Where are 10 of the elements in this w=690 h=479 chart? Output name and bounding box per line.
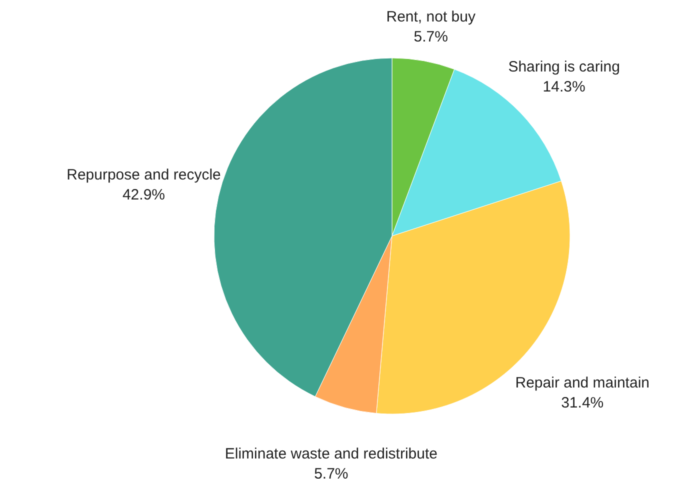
data-label: 14.3% <box>542 78 586 96</box>
slice-label: Rent, not buy <box>386 8 476 26</box>
data-label: 5.7% <box>414 28 448 46</box>
data-label: 31.4% <box>561 394 604 412</box>
slice-label: Repair and maintain <box>515 374 650 392</box>
slice-label: Sharing is caring <box>508 58 620 76</box>
slice-label: Eliminate waste and redistribute <box>224 445 438 462</box>
slice-label: Repurpose and recycle <box>66 166 221 184</box>
data-label: 42.9% <box>122 186 166 204</box>
data-label: 5.7% <box>314 465 348 479</box>
